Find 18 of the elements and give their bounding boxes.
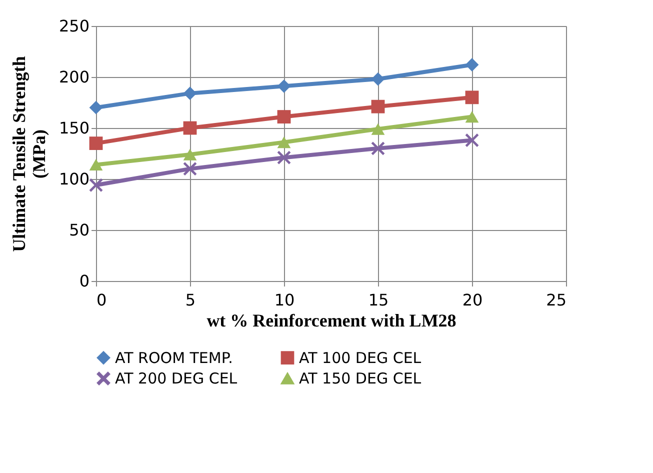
x-tick-label: 10 <box>274 290 295 310</box>
y-tick-label: 0 <box>79 272 90 290</box>
y-tick-label: 250 <box>58 16 90 36</box>
x-axis-title: wt % Reinforcement with LM28 <box>206 310 456 330</box>
y-tick-label: 150 <box>58 118 90 138</box>
y-tick-label: 100 <box>58 170 90 188</box>
y-tick-label: 200 <box>58 68 90 86</box>
y-tick-label: 50 <box>69 220 90 240</box>
legend-label: AT ROOM TEMP. <box>115 348 233 367</box>
x-tick-label: 5 <box>185 290 196 310</box>
y-axis-title: Ultimate Tensile Strength (MPa) <box>8 56 49 252</box>
x-tick-label: 25 <box>546 290 566 310</box>
legend-label: AT 100 DEG CEL <box>299 348 422 367</box>
legend-label: AT 200 DEG CEL <box>115 370 238 388</box>
legend-label: AT 150 DEG CEL <box>299 370 422 388</box>
x-tick-label: 0 <box>96 290 107 310</box>
x-tick-label: 15 <box>368 290 389 310</box>
x-tick-label: 20 <box>462 290 483 310</box>
